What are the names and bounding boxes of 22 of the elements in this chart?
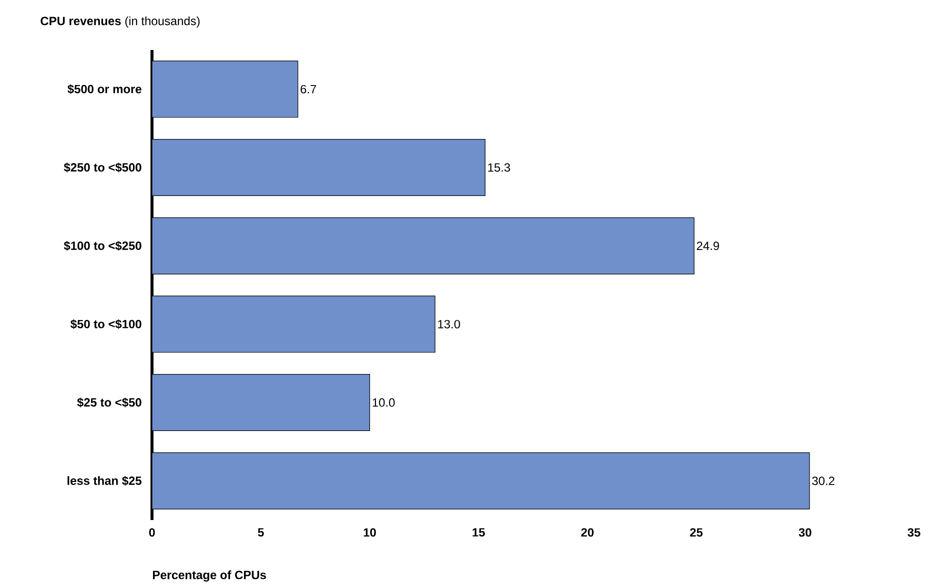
y-tick-label: $250 to <$500 [64, 162, 142, 172]
x-tick-label: 30 [798, 528, 812, 537]
x-tick-label: 15 [472, 528, 485, 537]
x-axis-title: Percentage of CPUs [153, 570, 266, 582]
data-label: 13.0 [438, 320, 460, 328]
data-label: 30.2 [812, 476, 834, 486]
data-label: 6.7 [300, 84, 316, 94]
x-tick-label: 35 [908, 528, 920, 537]
x-tick-label: 0 [149, 528, 155, 537]
x-tick-label: 10 [364, 528, 376, 537]
data-label: 24.9 [696, 242, 720, 250]
x-tick-label: 5 [258, 528, 264, 537]
x-tick-label: 25 [690, 528, 703, 537]
chart-title: CPU revenues (in thousands) [40, 16, 200, 28]
y-tick-label: $25 to <$50 [77, 398, 142, 408]
y-tick-label: $100 to <$250 [64, 240, 142, 251]
x-tick-label: 20 [581, 528, 594, 537]
y-tick-label: $50 to <$100 [70, 319, 142, 330]
data-label: 15.3 [488, 163, 510, 172]
data-label: 10.0 [372, 398, 395, 407]
y-tick-label: $500 or more [68, 84, 142, 94]
y-tick-label: less than $25 [68, 476, 142, 486]
